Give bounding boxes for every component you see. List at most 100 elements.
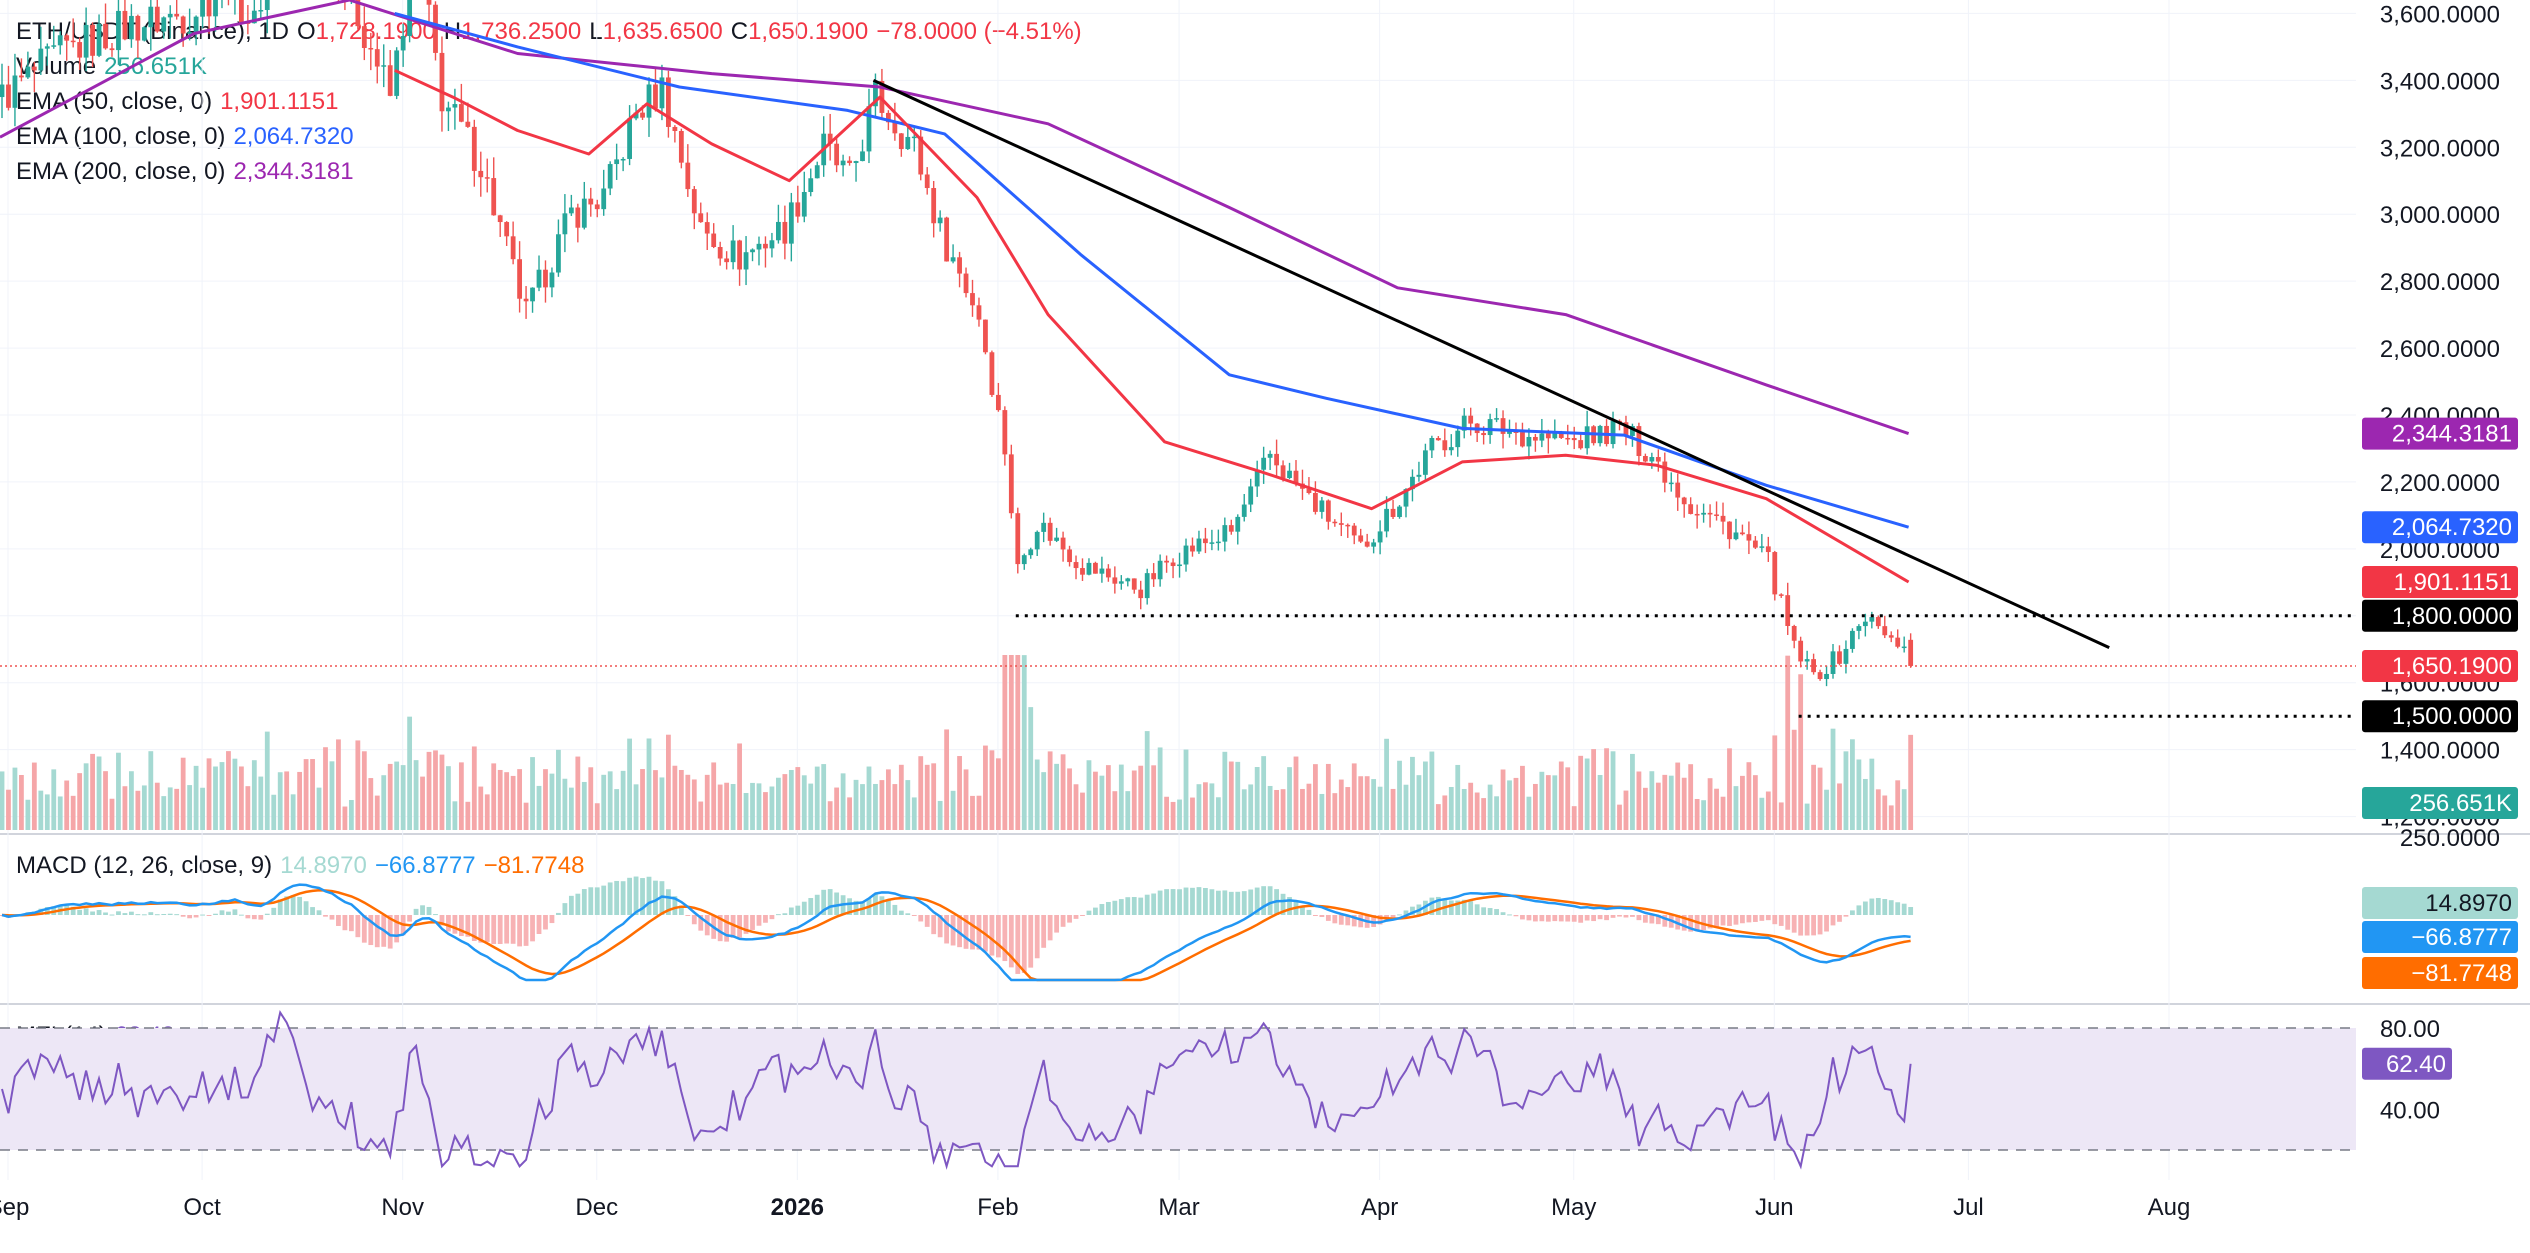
volume-bar xyxy=(264,731,270,830)
volume-bar xyxy=(1390,788,1396,830)
macd-histogram-bar xyxy=(827,889,833,915)
candle-body xyxy=(1267,453,1273,458)
candle-body xyxy=(64,35,70,41)
macd-histogram-bar xyxy=(1345,915,1351,926)
macd-histogram-bar xyxy=(1455,900,1461,915)
price-tag[interactable]: 2,064.7320 xyxy=(2362,511,2518,544)
volume-bar xyxy=(575,756,581,830)
candle-body xyxy=(898,133,904,150)
candle-body xyxy=(1733,532,1739,540)
macd-tag[interactable]: 14.8970 xyxy=(2362,887,2518,919)
candle-body xyxy=(769,240,775,249)
candle-body xyxy=(1584,426,1590,449)
candle-body xyxy=(685,162,691,190)
volume-bar xyxy=(1824,789,1829,830)
volume-bar xyxy=(226,751,231,830)
macd-tag[interactable]: −66.8777 xyxy=(2362,921,2518,953)
ema200-line[interactable] xyxy=(0,0,1910,436)
macd-histogram-bar xyxy=(187,915,193,919)
volume-bar xyxy=(588,767,594,830)
candle-body xyxy=(355,0,361,27)
volume-bar xyxy=(1474,792,1480,830)
candle-body xyxy=(827,133,833,144)
volume-tag[interactable]: 256.651K xyxy=(2362,787,2518,819)
ema50-legend[interactable]: EMA (50, close, 0) 1,901.1151 xyxy=(16,84,1090,119)
macd-tag[interactable]: −81.7748 xyxy=(2362,957,2518,989)
macd-histogram-bar xyxy=(510,915,516,944)
macd-histogram-bar xyxy=(141,914,147,916)
price-tag[interactable]: 1,650.1900 xyxy=(2362,649,2518,682)
macd-histogram-bar xyxy=(678,905,684,915)
volume-bar xyxy=(238,766,244,830)
volume-bar xyxy=(1701,800,1707,830)
macd-histogram-bar xyxy=(1157,890,1163,915)
trendline[interactable] xyxy=(872,78,2110,649)
candle-body xyxy=(1099,568,1105,574)
macd-histogram-bar xyxy=(704,915,710,936)
volume-bar xyxy=(1746,762,1752,830)
macd-histogram-bar xyxy=(148,912,154,915)
macd-histogram-bar xyxy=(161,914,167,916)
macd-histogram-bar xyxy=(1843,915,1849,917)
volume-tag-bg xyxy=(2362,787,2518,819)
macd-histogram-bar xyxy=(310,907,315,915)
ema100-legend[interactable]: EMA (100, close, 0) 2,064.7320 xyxy=(16,119,1090,154)
macd-histogram-bar xyxy=(963,915,969,949)
candle-body xyxy=(937,217,943,224)
ema100-value: 2,064.7320 xyxy=(233,123,354,150)
macd-histogram-bar xyxy=(1332,915,1338,924)
candle-body xyxy=(1313,492,1318,512)
volume-bar xyxy=(154,782,160,830)
volume-bar xyxy=(1765,791,1771,830)
volume-legend[interactable]: Volume 256.651K xyxy=(16,49,1090,84)
price-tag[interactable]: 1,500.0000 xyxy=(2362,700,2518,733)
volume-bar xyxy=(924,764,930,830)
volume-bar xyxy=(814,766,820,830)
candle-body xyxy=(588,198,594,205)
macd-histogram-bar xyxy=(1597,915,1603,920)
mfi-tag[interactable]: 62.40 xyxy=(2362,1047,2452,1080)
macd-line[interactable] xyxy=(1,883,1911,982)
macd-histogram-bar xyxy=(549,915,555,924)
price-tag-bg xyxy=(2362,599,2518,632)
price-tag[interactable]: 2,344.3181 xyxy=(2362,417,2518,450)
price-tag-text: 1,500.0000 xyxy=(2392,703,2512,730)
ema200-legend[interactable]: EMA (200, close, 0) 2,344.3181 xyxy=(16,154,1090,189)
volume-bar xyxy=(491,763,497,830)
ema50-line[interactable] xyxy=(394,68,1910,584)
macd-histogram-bar xyxy=(1125,897,1131,915)
macd-histogram-bar xyxy=(1526,915,1532,921)
volume-bar xyxy=(937,800,943,830)
macd-histogram-bar xyxy=(950,915,956,946)
price-tag[interactable]: 1,901.1151 xyxy=(2362,565,2518,598)
candle-body xyxy=(633,112,639,119)
macd-histogram-bar xyxy=(1131,897,1137,915)
mfi-line[interactable] xyxy=(1,1009,1912,1170)
candle-body xyxy=(1112,577,1118,584)
macd-signal-line[interactable] xyxy=(1,889,1911,982)
volume-bar xyxy=(698,801,704,830)
candle-body xyxy=(1364,541,1370,547)
macd-histogram-bar xyxy=(640,878,645,915)
macd-histogram-bar xyxy=(484,915,490,942)
volume-bar xyxy=(1649,771,1655,830)
macd-histogram-bar xyxy=(1067,915,1072,923)
candle-body xyxy=(1655,457,1661,462)
macd-histogram-bar xyxy=(1047,915,1053,941)
volume-bar xyxy=(795,767,801,830)
volume-bar xyxy=(1850,739,1855,830)
macd-histogram-bar xyxy=(1183,887,1189,915)
candle-body xyxy=(1526,436,1532,447)
ema100-line[interactable] xyxy=(394,11,1910,529)
ema200-label: EMA (200, close, 0) xyxy=(16,158,226,185)
candle-body xyxy=(458,104,464,122)
price-axis[interactable]: 3,600.0000 3,400.0000 3,200.0000 3,000.0000… xyxy=(2362,1,2518,1124)
time-axis[interactable]: Sep Oct Nov Dec 2026 Feb Mar Apr May Jun Jul Aug xyxy=(0,1194,2190,1221)
macd-legend[interactable]: MACD (12, 26, close, 9) 14.8970 −66.8777 −8… xyxy=(16,848,592,883)
candle-body xyxy=(206,0,212,17)
price-tag[interactable]: 1,800.0000 xyxy=(2362,599,2518,632)
macd-histogram-bar xyxy=(232,909,238,915)
macd-histogram-bar xyxy=(847,898,852,915)
candle-body xyxy=(730,240,736,263)
